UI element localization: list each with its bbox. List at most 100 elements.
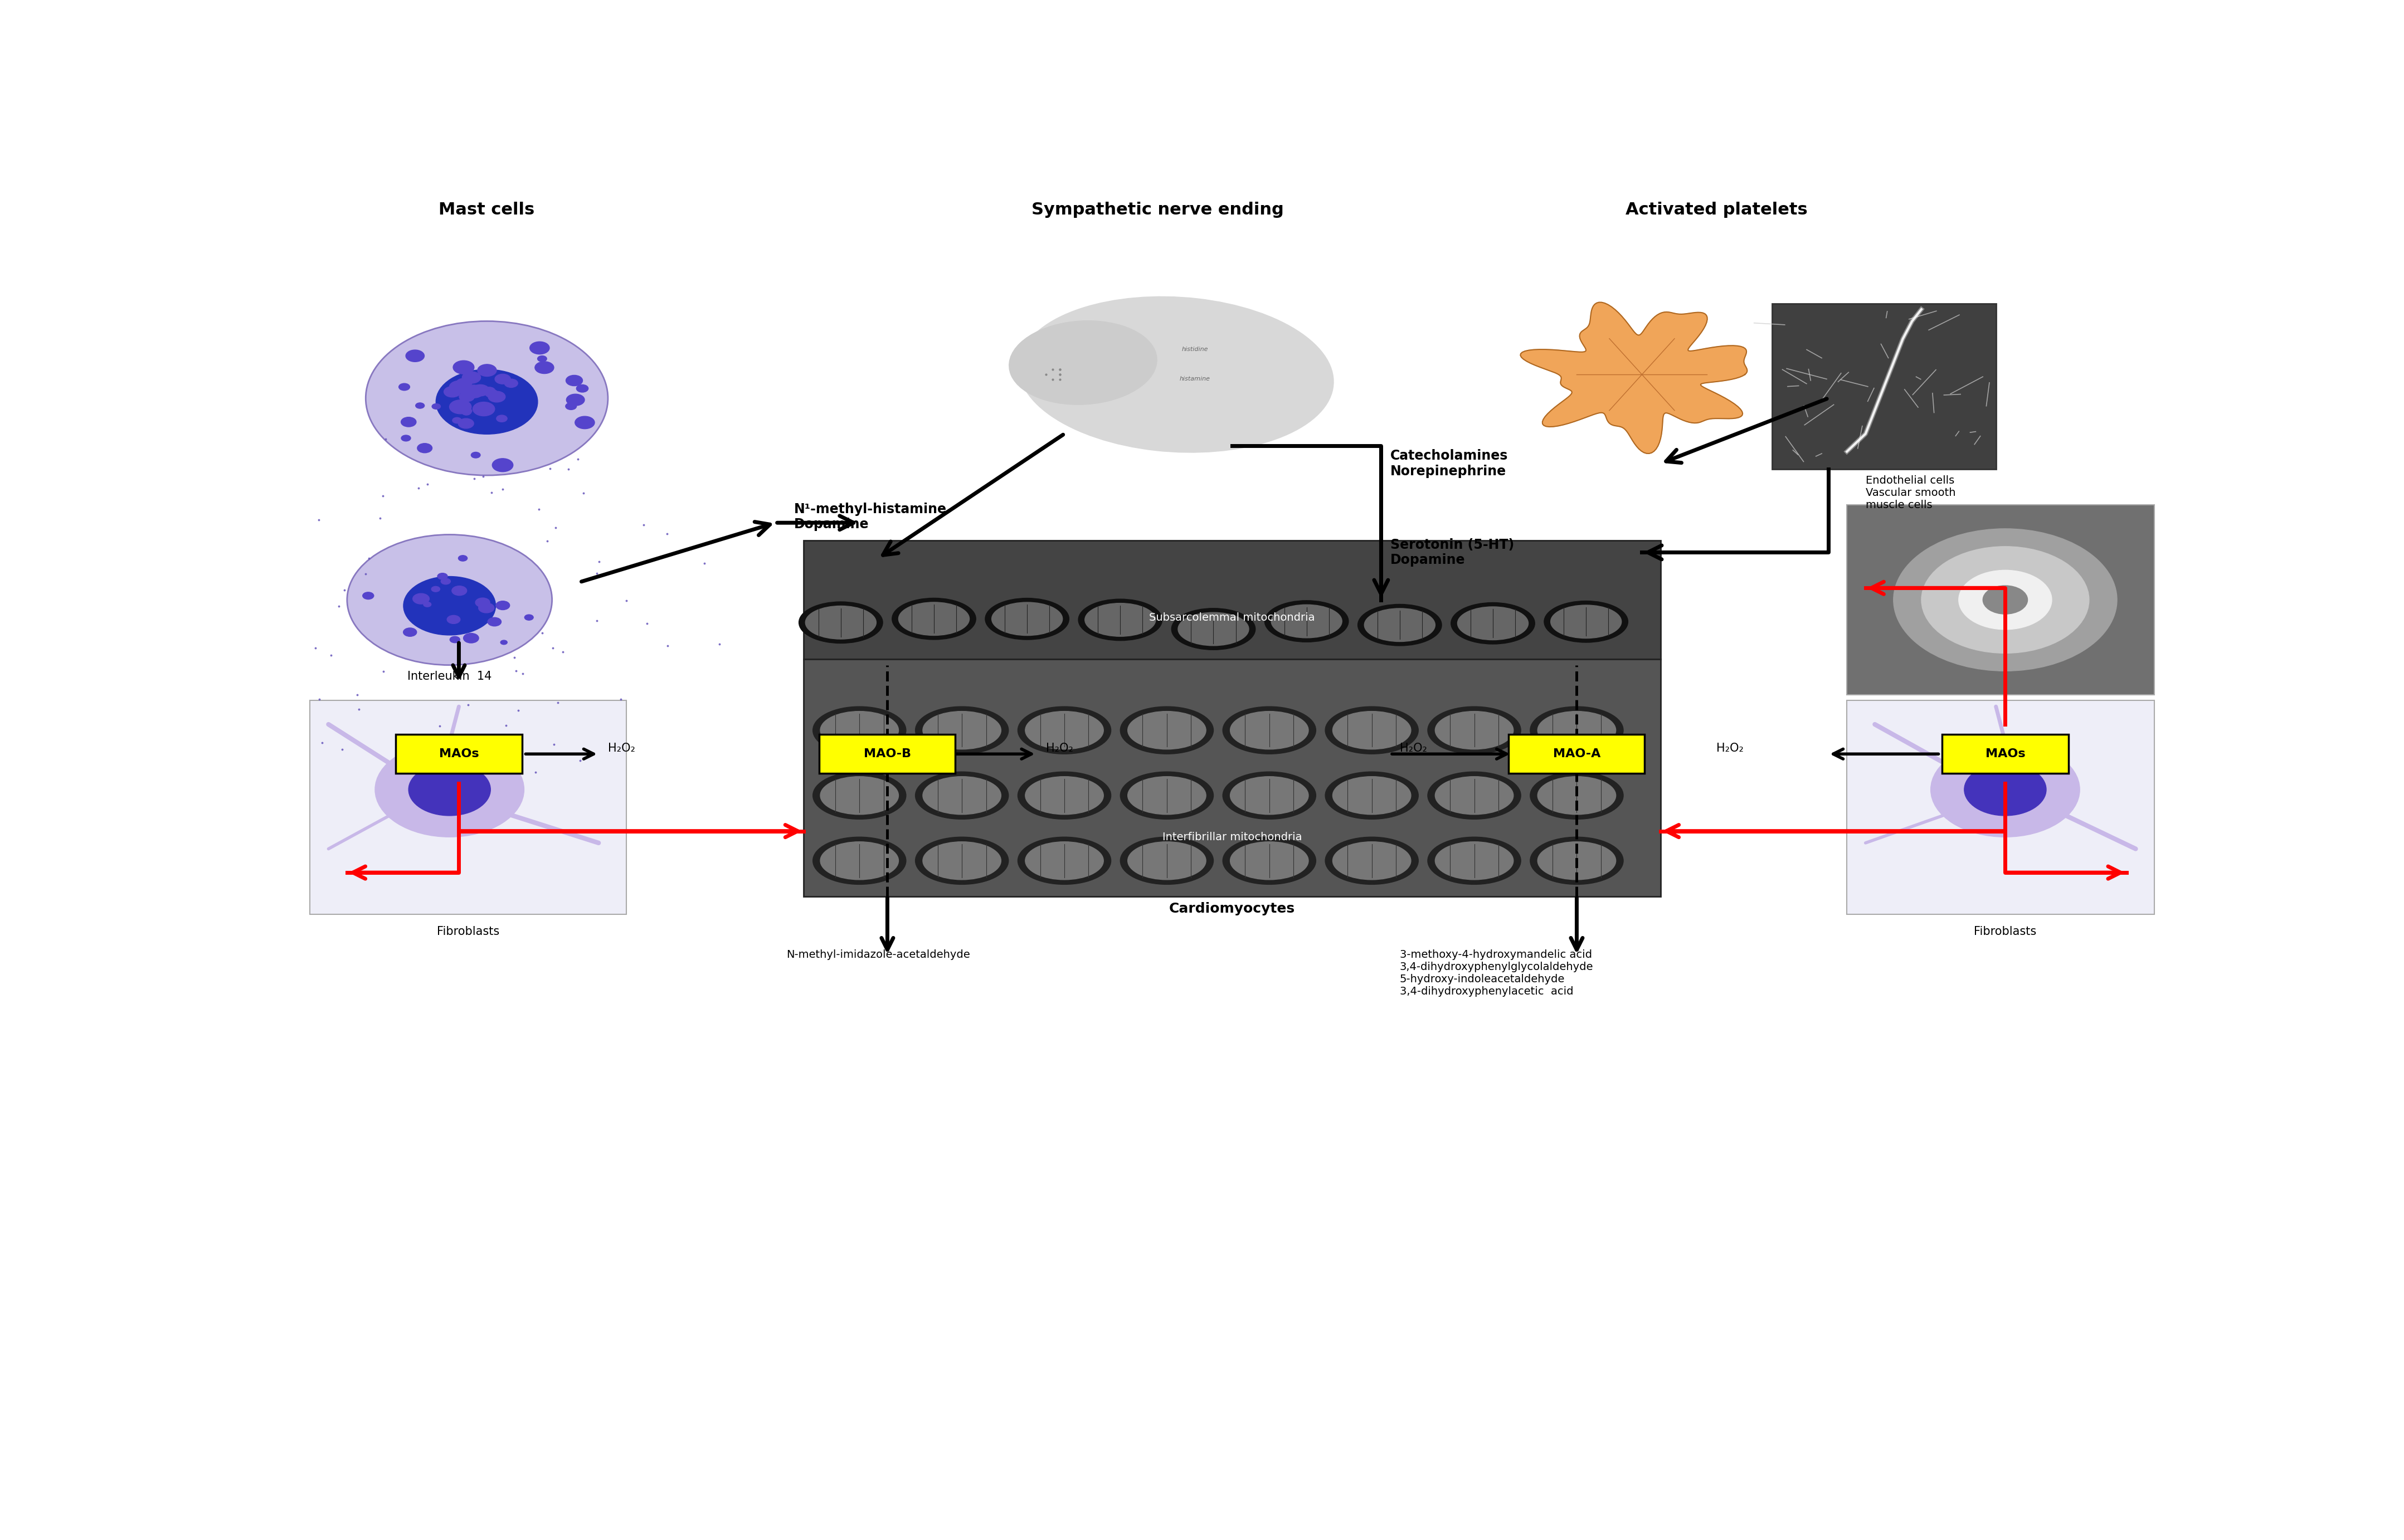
Ellipse shape: [1428, 838, 1522, 884]
Circle shape: [450, 636, 459, 642]
Ellipse shape: [1529, 838, 1623, 884]
Text: Interfibrillar mitochondria: Interfibrillar mitochondria: [1161, 832, 1303, 842]
Ellipse shape: [892, 598, 976, 639]
Text: H₂O₂: H₂O₂: [1716, 742, 1743, 753]
Ellipse shape: [1231, 842, 1308, 879]
Circle shape: [452, 360, 474, 374]
Circle shape: [1930, 742, 2079, 838]
Text: H₂O₂: H₂O₂: [1046, 742, 1072, 753]
Circle shape: [464, 385, 483, 397]
Ellipse shape: [1024, 776, 1103, 815]
Circle shape: [447, 616, 459, 624]
Ellipse shape: [916, 772, 1010, 819]
Circle shape: [459, 393, 474, 402]
Ellipse shape: [1272, 605, 1341, 638]
Circle shape: [450, 380, 469, 393]
Text: Activated platelets: Activated platelets: [1625, 202, 1808, 217]
Circle shape: [459, 419, 474, 428]
Circle shape: [483, 387, 495, 394]
Ellipse shape: [1171, 608, 1255, 650]
Circle shape: [464, 633, 478, 644]
Text: Endothelial cells
Vascular smooth
muscle cells: Endothelial cells Vascular smooth muscle…: [1866, 476, 1954, 510]
Circle shape: [452, 585, 466, 596]
Circle shape: [462, 410, 471, 416]
Circle shape: [476, 598, 490, 607]
Ellipse shape: [1539, 776, 1615, 815]
Text: Cardiomyocytes: Cardiomyocytes: [1168, 902, 1296, 916]
Circle shape: [524, 614, 534, 621]
Circle shape: [577, 385, 589, 393]
Circle shape: [406, 350, 426, 362]
Text: Catecholamines
Norepinephrine: Catecholamines Norepinephrine: [1390, 450, 1507, 477]
FancyBboxPatch shape: [820, 735, 954, 773]
Circle shape: [452, 417, 462, 424]
Ellipse shape: [1127, 776, 1207, 815]
Ellipse shape: [1178, 613, 1248, 645]
FancyBboxPatch shape: [1942, 735, 2067, 773]
Ellipse shape: [899, 602, 969, 636]
Text: H₂O₂: H₂O₂: [1399, 742, 1428, 753]
Ellipse shape: [1231, 776, 1308, 815]
Circle shape: [399, 383, 409, 391]
Circle shape: [401, 417, 416, 427]
Circle shape: [493, 459, 512, 471]
Circle shape: [488, 391, 505, 402]
Ellipse shape: [1084, 604, 1156, 636]
Text: Fibroblasts: Fibroblasts: [438, 926, 500, 936]
Ellipse shape: [1017, 707, 1111, 755]
Ellipse shape: [923, 842, 1000, 879]
Text: Mast cells: Mast cells: [440, 202, 534, 217]
Circle shape: [495, 374, 510, 383]
Circle shape: [478, 602, 495, 613]
Circle shape: [413, 593, 430, 604]
Ellipse shape: [986, 598, 1070, 639]
Ellipse shape: [1452, 602, 1534, 644]
Ellipse shape: [820, 842, 899, 879]
Text: MAOs: MAOs: [1986, 748, 2024, 759]
Text: 3-methoxy-4-hydroxymandelic acid
3,4-dihydroxyphenylglycolaldehyde
5-hydroxy-ind: 3-methoxy-4-hydroxymandelic acid 3,4-dih…: [1399, 950, 1594, 996]
Ellipse shape: [1010, 320, 1156, 405]
Polygon shape: [1519, 302, 1748, 453]
Circle shape: [474, 402, 495, 416]
Circle shape: [346, 534, 553, 665]
Ellipse shape: [1529, 772, 1623, 819]
Circle shape: [500, 641, 507, 645]
Ellipse shape: [923, 711, 1000, 750]
Ellipse shape: [1120, 707, 1214, 755]
Circle shape: [375, 742, 524, 838]
Circle shape: [457, 379, 471, 388]
Ellipse shape: [813, 707, 906, 755]
Text: N-methyl-imidazole-acetaldehyde: N-methyl-imidazole-acetaldehyde: [786, 950, 969, 961]
Text: N¹-methyl-histamine
Dopamine: N¹-methyl-histamine Dopamine: [793, 502, 947, 531]
Circle shape: [505, 379, 517, 388]
FancyBboxPatch shape: [1510, 735, 1644, 773]
Circle shape: [495, 601, 510, 610]
Circle shape: [1959, 570, 2051, 630]
Ellipse shape: [1428, 707, 1522, 755]
Ellipse shape: [1332, 842, 1411, 879]
FancyBboxPatch shape: [397, 735, 522, 773]
Circle shape: [450, 400, 471, 414]
Ellipse shape: [1231, 711, 1308, 750]
Circle shape: [495, 416, 507, 422]
Circle shape: [575, 416, 594, 428]
Circle shape: [438, 573, 447, 579]
Ellipse shape: [1079, 599, 1161, 641]
Ellipse shape: [1325, 838, 1418, 884]
FancyBboxPatch shape: [1846, 505, 2154, 695]
Circle shape: [423, 602, 430, 607]
Ellipse shape: [1435, 776, 1515, 815]
Circle shape: [471, 453, 481, 457]
Circle shape: [538, 356, 546, 362]
Ellipse shape: [1024, 842, 1103, 879]
Ellipse shape: [916, 707, 1010, 755]
Circle shape: [1983, 585, 2027, 614]
Ellipse shape: [923, 776, 1000, 815]
Circle shape: [404, 628, 416, 636]
Text: H₂O₂: H₂O₂: [608, 742, 635, 753]
Circle shape: [445, 387, 462, 397]
Circle shape: [529, 342, 551, 354]
Circle shape: [363, 593, 373, 599]
Ellipse shape: [1428, 772, 1522, 819]
Circle shape: [401, 436, 411, 440]
